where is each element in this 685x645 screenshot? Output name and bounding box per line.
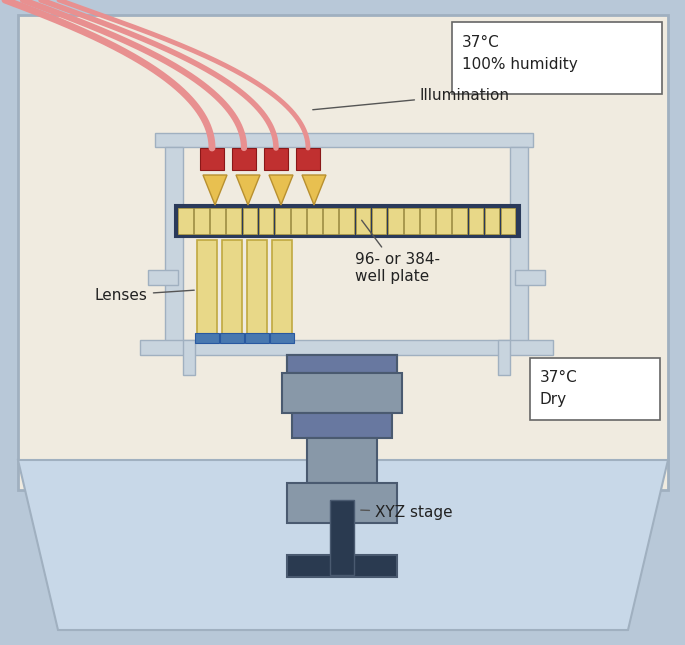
Polygon shape bbox=[269, 175, 293, 205]
Bar bbox=[140, 340, 553, 355]
Bar bbox=[372, 208, 386, 234]
Bar bbox=[194, 208, 209, 234]
Bar bbox=[340, 208, 354, 234]
Bar bbox=[498, 340, 510, 375]
Bar bbox=[242, 208, 257, 234]
Bar bbox=[275, 208, 290, 234]
Bar bbox=[178, 208, 192, 234]
Bar bbox=[222, 240, 242, 335]
Bar bbox=[510, 147, 528, 342]
Bar bbox=[232, 148, 256, 170]
Bar bbox=[245, 333, 269, 343]
Bar bbox=[175, 205, 520, 237]
Bar bbox=[220, 333, 244, 343]
Bar bbox=[200, 148, 224, 170]
Polygon shape bbox=[302, 175, 326, 205]
Bar bbox=[264, 148, 288, 170]
Bar bbox=[259, 208, 273, 234]
Text: 37°C
Dry: 37°C Dry bbox=[540, 370, 577, 407]
Bar bbox=[287, 355, 397, 410]
Bar bbox=[272, 240, 292, 335]
Bar bbox=[287, 555, 397, 577]
Bar bbox=[501, 208, 516, 234]
Bar bbox=[292, 413, 392, 438]
Bar bbox=[307, 438, 377, 483]
Bar bbox=[195, 333, 219, 343]
Bar bbox=[287, 355, 397, 373]
Bar bbox=[247, 240, 267, 335]
Bar bbox=[452, 208, 467, 234]
Text: Lenses: Lenses bbox=[95, 288, 195, 303]
Text: XYZ stage: XYZ stage bbox=[361, 504, 453, 519]
Bar bbox=[155, 133, 533, 147]
Bar bbox=[287, 483, 397, 523]
Bar bbox=[307, 208, 322, 234]
Bar bbox=[296, 148, 320, 170]
Bar bbox=[227, 208, 241, 234]
FancyBboxPatch shape bbox=[452, 22, 662, 94]
Bar bbox=[165, 147, 183, 342]
Bar bbox=[18, 15, 668, 490]
Bar bbox=[330, 500, 354, 575]
Bar bbox=[282, 373, 402, 413]
Bar bbox=[291, 208, 306, 234]
Polygon shape bbox=[236, 175, 260, 205]
Bar bbox=[323, 208, 338, 234]
Bar bbox=[197, 240, 217, 335]
Text: 37°C
100% humidity: 37°C 100% humidity bbox=[462, 35, 577, 72]
Text: Illumination: Illumination bbox=[313, 88, 510, 110]
Bar bbox=[436, 208, 451, 234]
Bar bbox=[388, 208, 403, 234]
Bar bbox=[469, 208, 483, 234]
Bar bbox=[515, 270, 545, 285]
Polygon shape bbox=[18, 460, 668, 630]
FancyBboxPatch shape bbox=[530, 358, 660, 420]
Polygon shape bbox=[203, 175, 227, 205]
Bar bbox=[404, 208, 419, 234]
Bar bbox=[183, 340, 195, 375]
Bar bbox=[270, 333, 294, 343]
Bar bbox=[356, 208, 370, 234]
Bar bbox=[485, 208, 499, 234]
Bar bbox=[148, 270, 178, 285]
Text: 96- or 384-
well plate: 96- or 384- well plate bbox=[355, 220, 440, 284]
Bar bbox=[420, 208, 435, 234]
Bar bbox=[210, 208, 225, 234]
